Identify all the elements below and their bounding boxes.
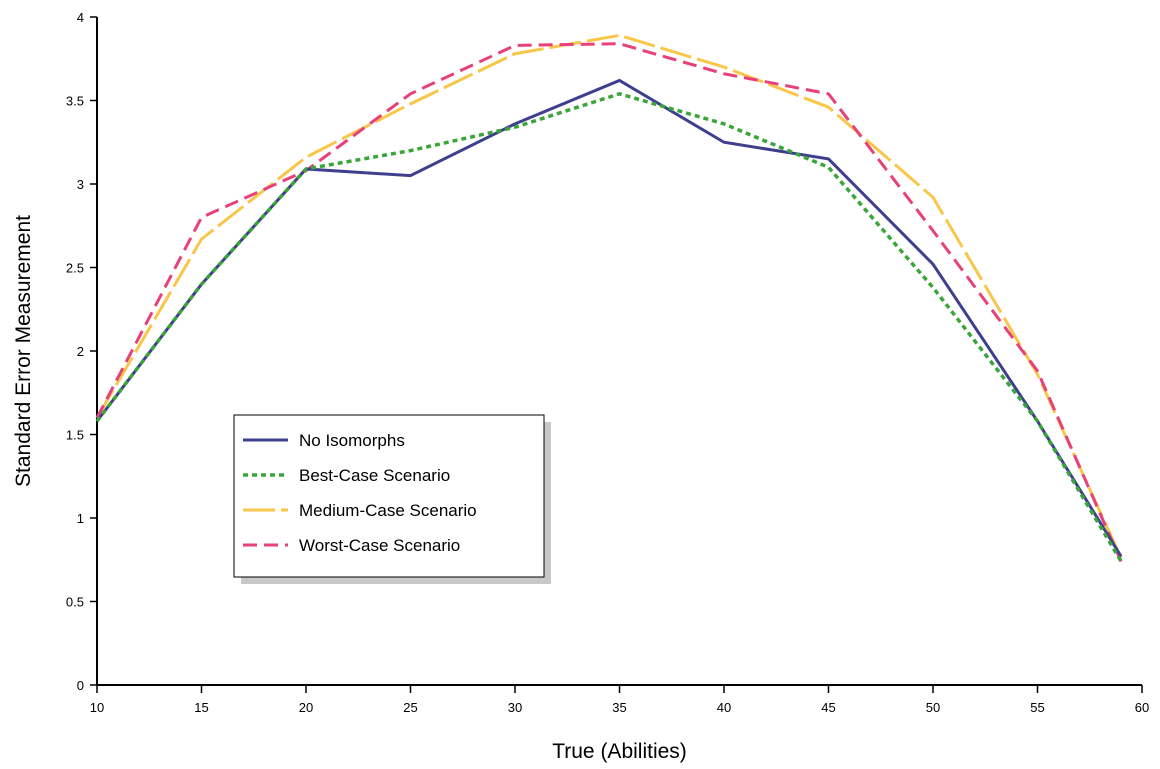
y-tick-label: 3 bbox=[77, 177, 84, 192]
legend-label: Best-Case Scenario bbox=[299, 466, 450, 485]
y-axis-title: Standard Error Measurement bbox=[12, 215, 35, 487]
x-tick-label: 45 bbox=[821, 700, 835, 715]
y-tick-label: 1 bbox=[77, 511, 84, 526]
x-tick-label: 55 bbox=[1030, 700, 1044, 715]
legend-box bbox=[233, 414, 545, 578]
legend-label: Medium-Case Scenario bbox=[299, 501, 477, 520]
y-tick-label: 2 bbox=[77, 344, 84, 359]
y-ticks: 0 0.5 1 1.5 2 2.5 3 3.5 4 bbox=[66, 10, 97, 693]
series-line-best-case-scenario bbox=[95, 91, 1123, 563]
y-tick-label: 0 bbox=[77, 678, 84, 693]
legend: No Isomorphs Best-Case Scenario Medium-Cas… bbox=[233, 414, 551, 584]
x-tick-label: 60 bbox=[1135, 700, 1149, 715]
legend-items: No Isomorphs Best-Case Scenario Medium-Cas… bbox=[243, 431, 477, 555]
legend-label: No Isomorphs bbox=[299, 431, 405, 450]
x-tick-label: 25 bbox=[403, 700, 417, 715]
x-axis-title: True (Abilities) bbox=[552, 740, 687, 763]
y-tick-label: 2.5 bbox=[66, 261, 84, 276]
y-tick-label: 0.5 bbox=[66, 595, 84, 610]
x-tick-label: 50 bbox=[926, 700, 940, 715]
x-tick-label: 30 bbox=[508, 700, 522, 715]
y-tick-label: 1.5 bbox=[66, 428, 84, 443]
x-tick-label: 40 bbox=[717, 700, 731, 715]
series-layer bbox=[95, 33, 1123, 563]
x-tick-label: 20 bbox=[299, 700, 313, 715]
series-line-no-isomorphs bbox=[95, 78, 1123, 558]
x-tick-label: 15 bbox=[194, 700, 208, 715]
legend-label: Worst-Case Scenario bbox=[299, 536, 460, 555]
x-tick-label: 35 bbox=[612, 700, 626, 715]
axes: 0 0.5 1 1.5 2 2.5 3 3.5 4 10 15 20 25 30 35 40 45 50 55 60 bbox=[66, 10, 1149, 715]
series-line-worst-case-scenario bbox=[95, 42, 1123, 563]
x-ticks: 10 15 20 25 30 35 40 45 50 55 60 bbox=[90, 685, 1149, 715]
y-tick-label: 3.5 bbox=[66, 94, 84, 109]
y-tick-label: 4 bbox=[77, 10, 84, 25]
series-line-medium-case-scenario bbox=[95, 33, 1123, 559]
x-tick-label: 10 bbox=[90, 700, 104, 715]
